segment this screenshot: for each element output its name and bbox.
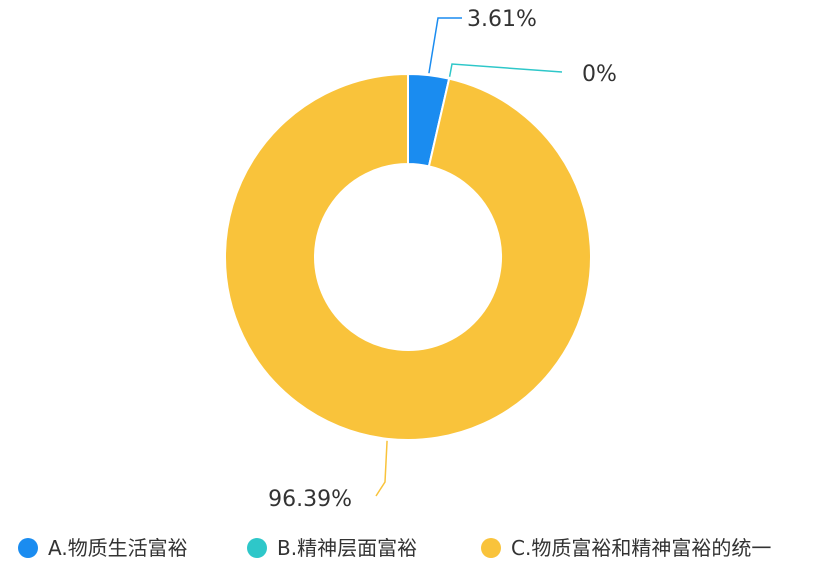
- data-label-c: 96.39%: [268, 487, 352, 512]
- legend-marker-c: [481, 538, 501, 558]
- legend-item-b[interactable]: B.精神层面富裕: [247, 536, 417, 560]
- legend-label-c: C.物质富裕和精神富裕的统一: [511, 536, 771, 560]
- leader-lines: [375, 17, 563, 497]
- leader-line-b: [448, 63, 563, 77]
- donut-slices: [224, 72, 592, 441]
- donut-slice-c[interactable]: [224, 72, 592, 441]
- legend-item-a[interactable]: A.物质生活富裕: [18, 536, 188, 560]
- legend-label-b: B.精神层面富裕: [277, 536, 417, 560]
- legend-label-a: A.物质生活富裕: [48, 536, 188, 560]
- legend-marker-b: [247, 538, 267, 558]
- data-label-b: 0%: [582, 62, 617, 87]
- legend-marker-a: [18, 538, 38, 558]
- leader-line-c: [375, 440, 388, 497]
- data-label-a: 3.61%: [467, 7, 537, 32]
- leader-line-a: [428, 17, 462, 74]
- data-labels: 3.61% 0% 96.39%: [268, 7, 617, 512]
- legend-item-c[interactable]: C.物质富裕和精神富裕的统一: [481, 536, 771, 560]
- legend[interactable]: A.物质生活富裕 B.精神层面富裕 C.物质富裕和精神富裕的统一: [18, 536, 771, 560]
